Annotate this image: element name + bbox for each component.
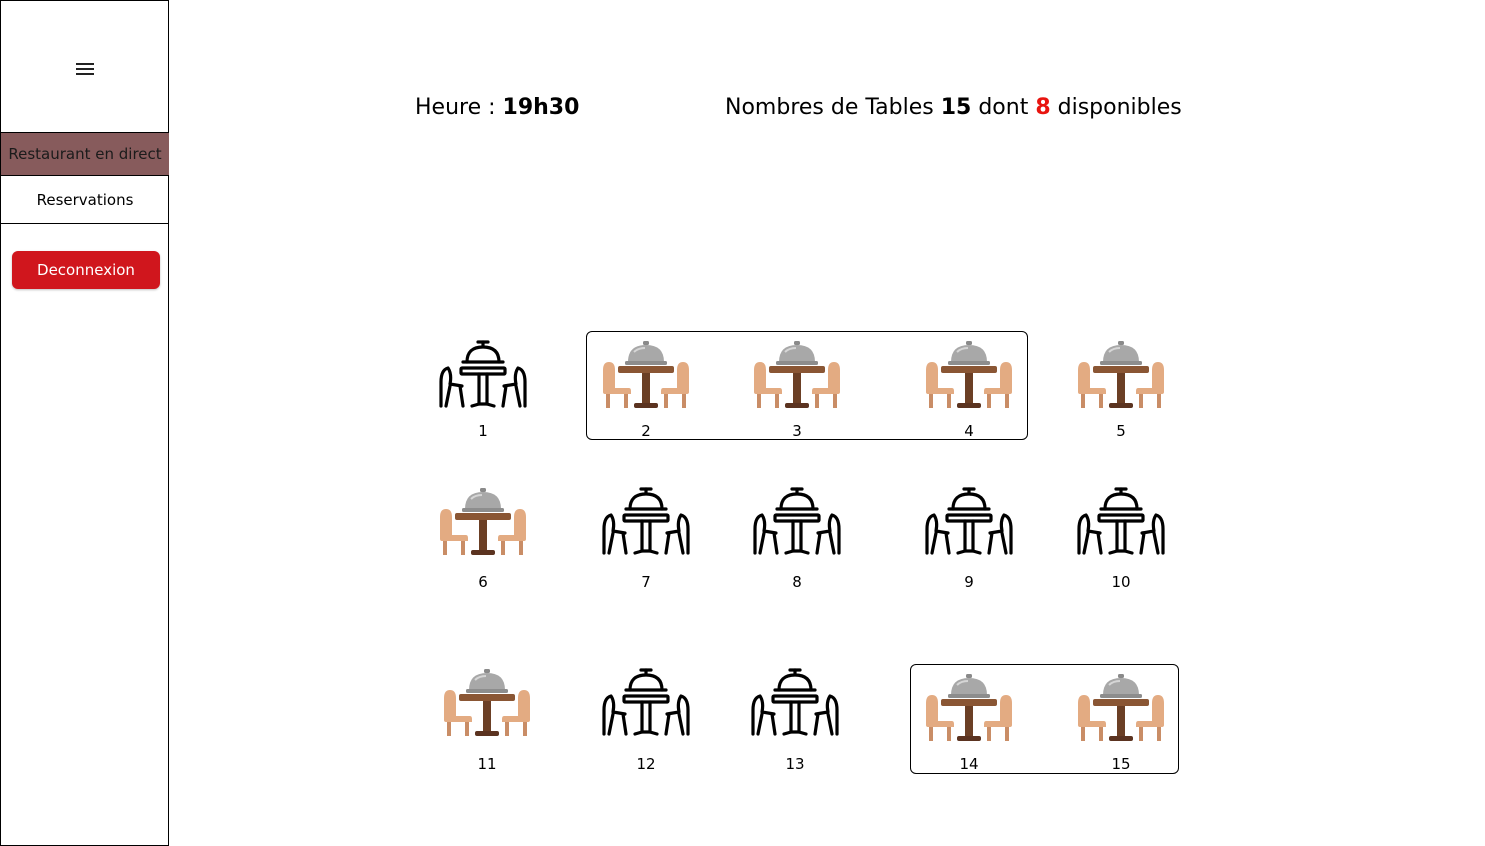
table-number-label: 15 xyxy=(1111,755,1131,773)
table-group-14-15[interactable] xyxy=(910,664,1179,774)
table-number-label: 3 xyxy=(792,422,802,440)
sidebar: Restaurant en direct Reservations Deconn… xyxy=(0,0,169,846)
table-number-label: 7 xyxy=(641,573,651,591)
hour-label: Heure : xyxy=(415,95,503,120)
table-number-label: 8 xyxy=(792,573,802,591)
table-8[interactable]: 8 xyxy=(747,487,847,591)
logout-button[interactable]: Deconnexion xyxy=(12,251,160,289)
nav-item-label: Restaurant en direct xyxy=(8,145,162,163)
table-number-label: 9 xyxy=(964,573,974,591)
table-5[interactable]: 5 xyxy=(1071,340,1171,440)
table-9[interactable]: 9 xyxy=(919,487,1019,591)
hamburger-menu-icon[interactable] xyxy=(74,60,96,78)
tables-total: 15 xyxy=(940,95,972,120)
table-number-label: 13 xyxy=(785,755,805,773)
tables-summary: Nombres de Tables 15 dont 8 disponibles xyxy=(725,95,1182,120)
table-3[interactable]: 3 xyxy=(747,340,847,440)
table-15[interactable]: 15 xyxy=(1071,673,1171,773)
nav-item-reservations[interactable]: Reservations xyxy=(1,177,169,224)
table-13[interactable]: 13 xyxy=(745,668,845,773)
table-1[interactable]: 1 xyxy=(433,340,533,440)
tables-prefix: Nombres de Tables xyxy=(725,95,941,120)
table-number-label: 4 xyxy=(964,422,974,440)
hour-value: 19h30 xyxy=(502,95,580,120)
table-11[interactable]: 11 xyxy=(437,668,537,773)
table-number-label: 11 xyxy=(477,755,497,773)
table-number-label: 5 xyxy=(1116,422,1126,440)
table-12[interactable]: 12 xyxy=(596,668,696,773)
table-6[interactable]: 6 xyxy=(433,487,533,591)
tables-suffix: disponibles xyxy=(1050,95,1182,120)
current-hour: Heure : 19h30 xyxy=(415,95,579,120)
table-14[interactable]: 14 xyxy=(919,673,1019,773)
tables-middle: dont xyxy=(971,95,1036,120)
table-number-label: 2 xyxy=(641,422,651,440)
nav-item-label: Reservations xyxy=(36,191,134,209)
table-number-label: 14 xyxy=(959,755,979,773)
table-number-label: 6 xyxy=(478,573,488,591)
nav-item-restaurant-live[interactable]: Restaurant en direct xyxy=(1,132,169,176)
table-group-2-3-4[interactable] xyxy=(586,331,1028,440)
tables-available-count: 8 xyxy=(1035,95,1051,120)
table-4[interactable]: 4 xyxy=(919,340,1019,440)
table-2[interactable]: 2 xyxy=(596,340,696,440)
table-number-label: 1 xyxy=(478,422,488,440)
table-number-label: 10 xyxy=(1111,573,1131,591)
table-7[interactable]: 7 xyxy=(596,487,696,591)
table-10[interactable]: 10 xyxy=(1071,487,1171,591)
table-number-label: 12 xyxy=(636,755,656,773)
